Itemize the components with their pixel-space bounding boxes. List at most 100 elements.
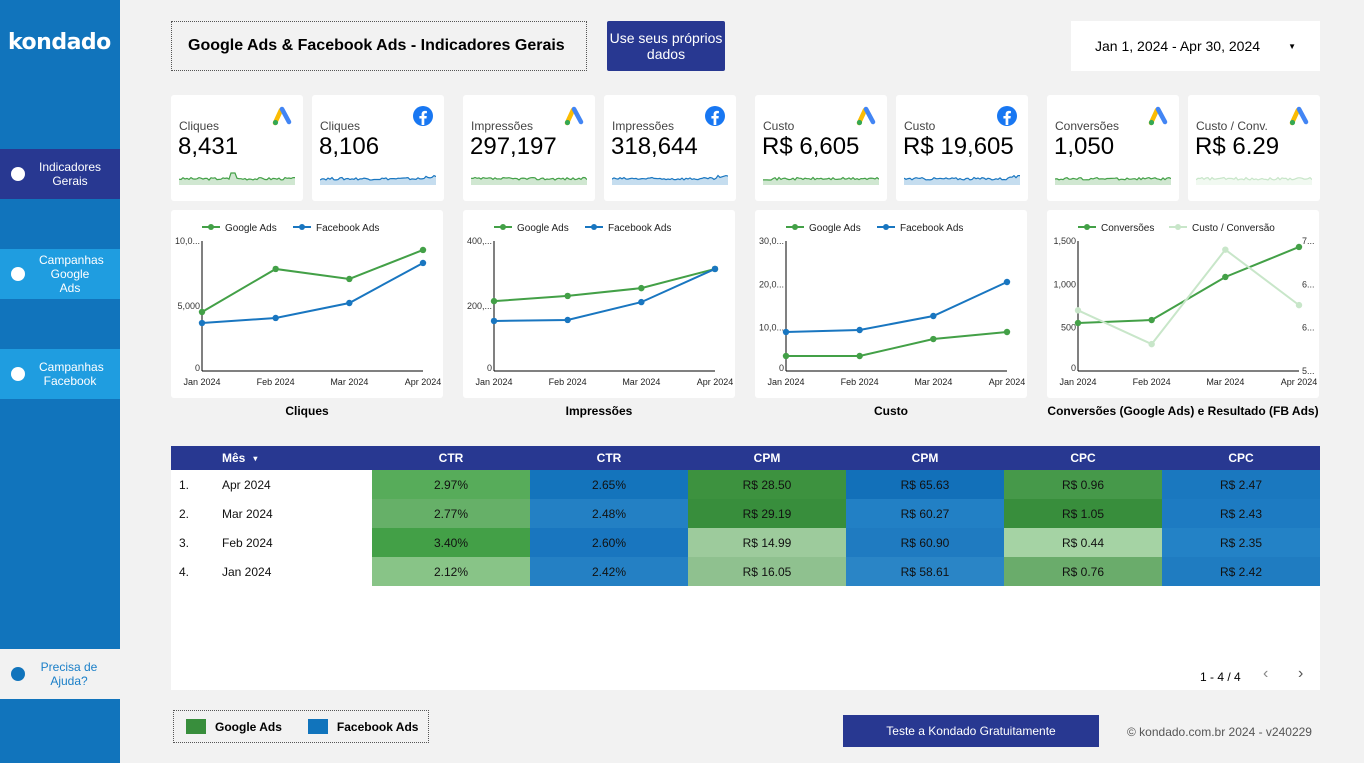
data-point <box>564 316 571 324</box>
chart-title: Conversões (Google Ads) e Resultado (FB … <box>1047 404 1319 418</box>
y-tick-label: 1,500 <box>1053 236 1076 246</box>
page-title: Google Ads & Facebook Ads - Indicadores … <box>171 21 587 71</box>
x-tick-label: Mar 2024 <box>622 377 660 387</box>
legend-label: Google Ads <box>225 223 277 234</box>
google-ads-icon <box>1289 106 1309 126</box>
dropdown-caret-icon: ▼ <box>1288 41 1296 51</box>
kpi-value: R$ 19,605 <box>903 133 1014 160</box>
data-point <box>638 298 645 306</box>
data-point <box>711 265 719 273</box>
sparkline <box>320 174 436 185</box>
y-tick-label: 10,0... <box>759 323 784 333</box>
next-page-icon[interactable]: › <box>1298 665 1304 682</box>
prev-page-icon[interactable]: ‹ <box>1263 665 1269 682</box>
y2-tick-label: 6... <box>1302 323 1315 333</box>
data-point <box>1148 316 1155 324</box>
facebook-icon <box>997 106 1017 126</box>
data-point <box>638 284 645 292</box>
table-cell: R$ 2.42 <box>1162 557 1320 586</box>
series-line <box>785 281 1008 333</box>
y-tick-label: 0 <box>779 363 784 373</box>
data-point <box>272 265 279 273</box>
table-cell: R$ 60.27 <box>846 499 1004 528</box>
use-own-data-button[interactable]: Use seus próprios dados <box>607 21 725 71</box>
footer-legend: Google Ads Facebook Ads <box>173 710 429 743</box>
data-point <box>1074 319 1082 327</box>
kpi-card: Impressões 318,644 <box>604 95 736 201</box>
data-point <box>930 312 937 320</box>
column-header[interactable]: CTR <box>372 446 530 470</box>
legend-label: Google Ads <box>517 223 569 234</box>
x-tick-label: Apr 2024 <box>697 377 734 387</box>
y-tick-label: 200,... <box>467 301 492 311</box>
data-point <box>1003 328 1011 336</box>
series-line <box>493 268 716 322</box>
table-cell: R$ 60.90 <box>846 528 1004 557</box>
legend-label: Conversões <box>1101 223 1154 234</box>
nav-dot-icon <box>11 267 25 281</box>
legend-item: Google Ads <box>786 223 861 234</box>
table-cell: R$ 2.47 <box>1162 470 1320 499</box>
try-kondado-button[interactable]: Teste a Kondado Gratuitamente <box>843 715 1099 747</box>
row-number: 3. <box>179 535 190 550</box>
table-cell: 2.97% <box>372 470 530 499</box>
table-cell: R$ 16.05 <box>688 557 846 586</box>
help-link[interactable]: Precisa de Ajuda? <box>0 649 120 699</box>
column-header[interactable]: CPM <box>688 446 846 470</box>
x-tick-label: Feb 2024 <box>257 377 295 387</box>
table-cell: R$ 65.63 <box>846 470 1004 499</box>
facebook-swatch <box>307 719 328 734</box>
column-header[interactable]: CTR <box>530 446 688 470</box>
series-line <box>786 331 1008 358</box>
chart-svg: Google Ads Facebook Ads 0 200,... 400,... Jan… <box>467 223 734 387</box>
line-chart: Google Ads Facebook Ads 0 5,000 10,0... Jan 2… <box>171 210 443 398</box>
chart-title: Custo <box>874 404 908 418</box>
x-tick-label: Mar 2024 <box>1206 377 1244 387</box>
sparkline <box>1196 176 1312 185</box>
column-header[interactable]: CPC <box>1004 446 1162 470</box>
data-point <box>1295 301 1303 309</box>
data-point <box>856 352 863 360</box>
kpi-label: Custo <box>763 119 795 133</box>
date-range-picker[interactable]: Jan 1, 2024 - Apr 30, 2024 ▼ <box>1071 21 1320 71</box>
data-point <box>1295 243 1303 251</box>
data-point <box>782 352 790 360</box>
table-cell: 2.12% <box>372 557 530 586</box>
table-cell: 3.40% <box>372 528 530 557</box>
kpi-value: 297,197 <box>470 133 557 160</box>
line-chart: Google Ads Facebook Ads 0 10,0... 20,0... 30,… <box>755 210 1027 398</box>
column-header[interactable]: CPM <box>846 446 1004 470</box>
table-cell: 2.60% <box>530 528 688 557</box>
table-cell: R$ 29.19 <box>688 499 846 528</box>
y-tick-label: 0 <box>195 363 200 373</box>
series-line <box>201 262 424 325</box>
nav-campanhas-facebook[interactable]: Campanhas Facebook <box>0 349 120 399</box>
x-tick-label: Feb 2024 <box>1133 377 1171 387</box>
data-point <box>564 292 571 300</box>
kondado-logo[interactable]: kondado <box>8 30 111 55</box>
column-header[interactable]: CPC <box>1162 446 1320 470</box>
data-point <box>490 317 498 325</box>
kpi-value: 8,106 <box>319 133 380 160</box>
chart-title: Impressões <box>565 404 633 418</box>
chart-svg: Google Ads Facebook Ads 0 5,000 10,0... Jan 2… <box>175 223 441 387</box>
table-cell: R$ 2.43 <box>1162 499 1320 528</box>
google-ads-icon <box>1148 106 1168 126</box>
table-cell: R$ 0.76 <box>1004 557 1162 586</box>
google-ads-icon <box>564 106 584 126</box>
y-tick-label: 5,000 <box>177 301 200 311</box>
table-cell: R$ 14.99 <box>688 528 846 557</box>
nav-indicadores-gerais[interactable]: Indicadores Gerais <box>0 149 120 199</box>
column-header-mes[interactable]: Mês ▾ <box>171 446 372 470</box>
nav-campanhas-google-ads[interactable]: Campanhas Google Ads <box>0 249 120 299</box>
y2-tick-label: 7... <box>1302 236 1315 246</box>
row-month: Feb 2024 <box>222 535 273 550</box>
help-dot-icon <box>11 667 25 681</box>
header-label: Mês <box>222 451 246 465</box>
chart-svg: Conversões Custo / Conversão 0 500 1,000 1,50… <box>1053 223 1318 387</box>
x-tick-label: Apr 2024 <box>1281 377 1318 387</box>
x-tick-label: Apr 2024 <box>989 377 1026 387</box>
date-range-text: Jan 1, 2024 - Apr 30, 2024 <box>1095 38 1261 54</box>
data-point <box>782 328 790 336</box>
copyright: © kondado.com.br 2024 - v240229 <box>1127 725 1312 739</box>
